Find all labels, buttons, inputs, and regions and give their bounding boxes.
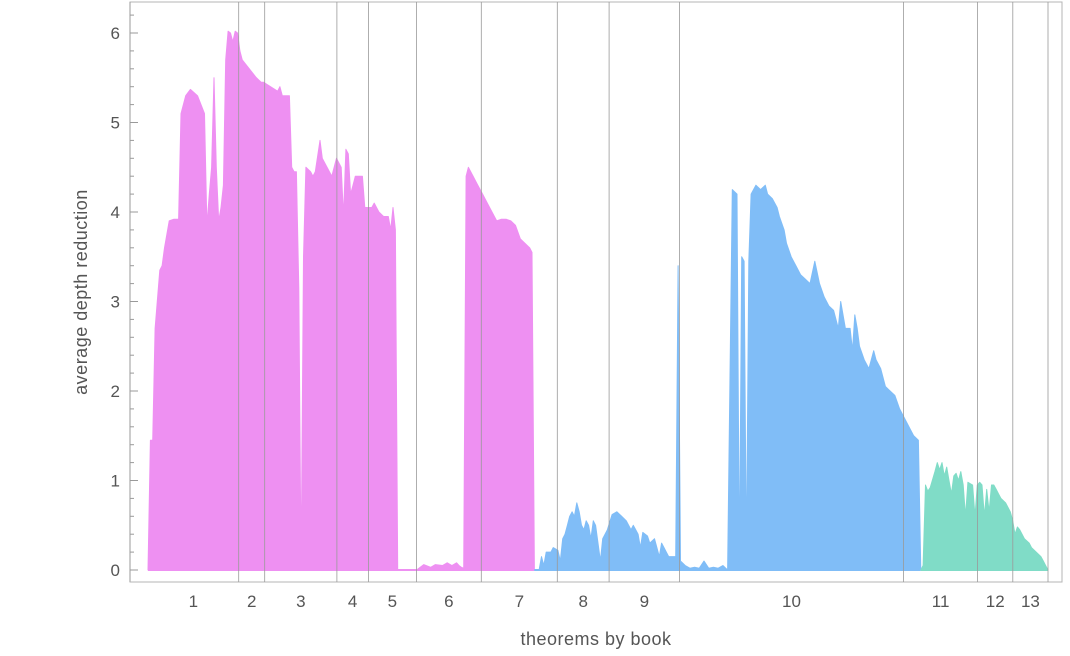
x-axis-title: theorems by book (520, 629, 672, 649)
x-tick-label-book-10: 10 (782, 592, 801, 611)
x-tick-label-book-6: 6 (444, 592, 453, 611)
y-axis-title: average depth reduction (71, 189, 91, 395)
x-tick-label-book-8: 8 (578, 592, 587, 611)
x-tick-label-book-5: 5 (388, 592, 397, 611)
y-tick-label: 3 (111, 293, 120, 312)
x-axis: 1 2 3 4 5 6 7 8 9 10 11 12 13 (130, 581, 1062, 611)
y-tick-label: 1 (111, 472, 120, 491)
series-area-3 (920, 462, 1049, 571)
x-tick-label-book-7: 7 (515, 592, 524, 611)
x-tick-label-book-9: 9 (640, 592, 649, 611)
x-tick-label-book-13: 13 (1021, 592, 1040, 611)
x-tick-label-book-4: 4 (348, 592, 357, 611)
series-area-1 (147, 30, 535, 571)
y-tick-label: 4 (111, 203, 120, 222)
x-tick-label-book-3: 3 (296, 592, 305, 611)
x-tick-label-book-1: 1 (189, 592, 198, 611)
series-area-2 (533, 184, 922, 571)
y-tick-label: 0 (111, 561, 120, 580)
x-tick-label-book-2: 2 (247, 592, 256, 611)
series-areas (147, 30, 1049, 571)
y-axis: 0 1 2 3 4 5 6 (111, 2, 138, 582)
y-tick-label: 5 (111, 114, 120, 133)
y-tick-label: 6 (111, 24, 120, 43)
x-tick-label-book-12: 12 (986, 592, 1005, 611)
y-tick-label: 2 (111, 382, 120, 401)
x-tick-label-book-11: 11 (932, 592, 950, 611)
